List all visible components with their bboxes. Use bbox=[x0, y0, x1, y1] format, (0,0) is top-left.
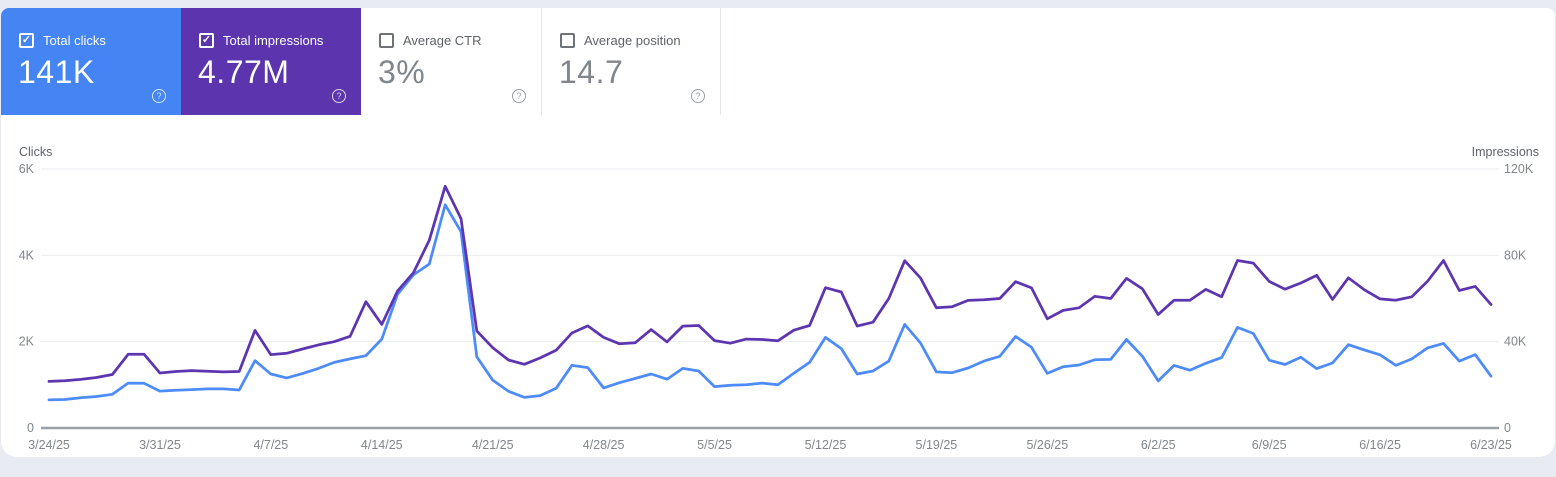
axis-title-clicks: Clicks bbox=[19, 145, 52, 159]
x-tick-label: 6/16/25 bbox=[1359, 438, 1401, 452]
x-tick-label: 5/26/25 bbox=[1026, 438, 1068, 452]
content-panel: ✓ Total clicks 141K ? ✓ Total impression… bbox=[1, 8, 1555, 457]
card-checkbox-row: Average CTR bbox=[379, 33, 482, 48]
x-tick-label: 4/21/25 bbox=[472, 438, 514, 452]
y-tick-label-left: 4K bbox=[19, 248, 35, 262]
check-mark-icon: ✓ bbox=[201, 34, 212, 46]
card-value: 14.7 bbox=[559, 54, 624, 90]
checkbox-checked-icon[interactable]: ✓ bbox=[19, 33, 34, 48]
checkbox-unchecked-icon[interactable] bbox=[379, 33, 394, 48]
x-tick-label: 3/24/25 bbox=[28, 438, 70, 452]
help-icon[interactable]: ? bbox=[691, 89, 705, 103]
x-tick-label: 4/7/25 bbox=[253, 438, 288, 452]
card-value: 3% bbox=[378, 54, 426, 90]
y-tick-label-left: 6K bbox=[19, 162, 35, 176]
card-value: 4.77M bbox=[198, 54, 290, 90]
x-tick-label: 3/31/25 bbox=[139, 438, 181, 452]
checkbox-unchecked-icon[interactable] bbox=[560, 33, 575, 48]
impressions-line bbox=[47, 184, 1493, 383]
card-checkbox-row: ✓ Total clicks bbox=[19, 33, 106, 48]
card-label: Total impressions bbox=[223, 33, 324, 48]
metric-card-total-clicks[interactable]: ✓ Total clicks 141K ? bbox=[1, 8, 181, 115]
help-icon[interactable]: ? bbox=[512, 89, 526, 103]
card-checkbox-row: Average position bbox=[560, 33, 681, 48]
y-tick-label-right: 40K bbox=[1504, 335, 1527, 349]
checkbox-checked-icon[interactable]: ✓ bbox=[199, 33, 214, 48]
x-tick-label: 4/14/25 bbox=[361, 438, 403, 452]
y-tick-label-right: 0 bbox=[1504, 421, 1511, 435]
help-icon[interactable]: ? bbox=[332, 89, 346, 103]
x-tick-label: 4/28/25 bbox=[583, 438, 625, 452]
help-icon[interactable]: ? bbox=[152, 89, 166, 103]
check-mark-icon: ✓ bbox=[21, 34, 32, 46]
performance-chart: 6K 120K 4K 80K 2K 40K 0 0 Clicks Impressions 3/24/… bbox=[19, 145, 1539, 452]
y-tick-label-left: 0 bbox=[27, 421, 34, 435]
x-tick-label: 5/19/25 bbox=[916, 438, 958, 452]
metric-card-average-ctr[interactable]: Average CTR 3% ? bbox=[361, 8, 541, 115]
y-tick-label-left: 2K bbox=[19, 335, 35, 349]
card-value: 141K bbox=[18, 54, 95, 90]
x-tick-label: 5/5/25 bbox=[697, 438, 732, 452]
metric-card-average-position[interactable]: Average position 14.7 ? bbox=[541, 8, 721, 115]
card-label: Average CTR bbox=[403, 33, 482, 48]
x-tick-label: 5/12/25 bbox=[805, 438, 847, 452]
metric-cards-row: ✓ Total clicks 141K ? ✓ Total impression… bbox=[1, 8, 721, 115]
card-checkbox-row: ✓ Total impressions bbox=[199, 33, 323, 48]
x-tick-label: 6/23/25 bbox=[1470, 438, 1512, 452]
x-tick-label: 6/2/25 bbox=[1141, 438, 1176, 452]
x-tick-label: 6/9/25 bbox=[1252, 438, 1287, 452]
y-tick-label-right: 80K bbox=[1504, 248, 1527, 262]
card-label: Average position bbox=[584, 33, 681, 48]
clicks-line bbox=[47, 203, 1493, 402]
axis-title-impressions: Impressions bbox=[1472, 145, 1539, 159]
metric-card-total-impressions[interactable]: ✓ Total impressions 4.77M ? bbox=[181, 8, 361, 115]
y-tick-label-right: 120K bbox=[1504, 162, 1534, 176]
card-label: Total clicks bbox=[43, 33, 106, 48]
